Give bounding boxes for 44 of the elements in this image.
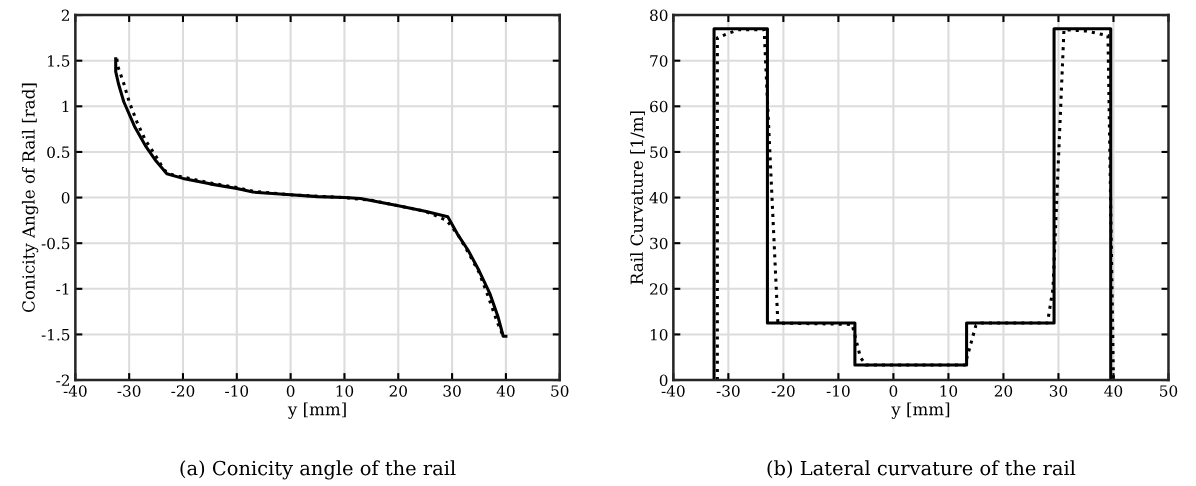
x-tick-label: 0 — [286, 385, 295, 397]
x-tick-label: -40 — [661, 385, 685, 397]
y-tick-label: 0 — [659, 374, 668, 387]
y-tick-label: 20 — [650, 283, 668, 295]
x-tick-label: 20 — [389, 385, 407, 397]
y-tick-label: 1 — [62, 100, 69, 113]
x-tick-label: 50 — [1160, 385, 1178, 397]
y-tick-label: -1.5 — [41, 328, 70, 341]
y-tick-label: 1.5 — [48, 55, 70, 67]
x-tick-label: 50 — [551, 385, 569, 397]
x-tick-label: -20 — [171, 385, 195, 397]
y-tick-label: 70 — [650, 55, 668, 67]
y-axis-title: Rail Curvature [1/m] — [630, 111, 645, 285]
x-tick-label: 20 — [994, 385, 1013, 397]
y-tick-label: -2 — [56, 374, 69, 386]
y-tick-label: 30 — [650, 237, 668, 250]
x-tick-label: -30 — [117, 385, 141, 397]
x-tick-label: 30 — [1049, 385, 1068, 397]
y-tick-label: 50 — [650, 146, 668, 158]
y-tick-label: -0.5 — [41, 237, 70, 250]
x-axis-title: y [mm] — [891, 402, 950, 419]
y-tick-label: 0.5 — [47, 146, 70, 158]
y-tick-label: 2 — [61, 9, 69, 21]
x-tick-label: 10 — [940, 385, 958, 397]
y-tick-label: 60 — [650, 100, 668, 113]
x-tick-label: 30 — [443, 385, 461, 397]
x-tick-label: 10 — [336, 385, 354, 397]
x-tick-label: -40 — [63, 385, 87, 397]
y-tick-label: 0 — [61, 192, 70, 204]
y-tick-label: 80 — [650, 9, 668, 22]
text: (b) Lateral curvature of the rail — [767, 460, 1076, 479]
y-tick-label: 10 — [650, 328, 668, 341]
x-tick-label: 40 — [1104, 385, 1123, 397]
x-tick-label: 0 — [889, 385, 898, 397]
x-axis-title: y [mm] — [287, 402, 346, 419]
x-tick-label: -30 — [716, 385, 740, 397]
y-tick-label: -1 — [56, 283, 69, 295]
x-tick-label: -20 — [771, 385, 795, 397]
y-tick-label: 40 — [649, 192, 668, 204]
text: (a) Conicity angle of the rail — [180, 460, 456, 480]
y-axis-title: Conicity Angle of Rail [rad] — [21, 83, 39, 312]
x-tick-label: 40 — [496, 385, 515, 397]
x-tick-label: -10 — [225, 385, 249, 397]
x-tick-label: -10 — [826, 385, 850, 397]
